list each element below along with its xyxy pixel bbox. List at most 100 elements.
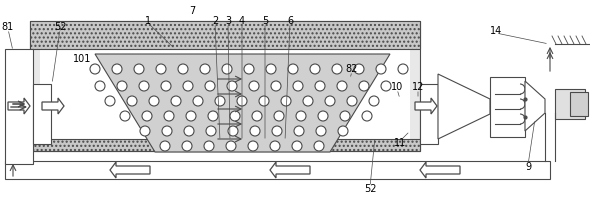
Circle shape (332, 64, 342, 74)
Circle shape (340, 111, 350, 121)
Circle shape (314, 141, 324, 151)
Circle shape (95, 81, 105, 91)
Circle shape (164, 111, 174, 121)
Circle shape (112, 64, 122, 74)
Bar (490, 77, 525, 137)
Circle shape (162, 126, 172, 136)
Circle shape (193, 96, 203, 106)
Circle shape (337, 81, 347, 91)
Text: 7: 7 (189, 6, 195, 16)
Circle shape (178, 64, 188, 74)
Text: 3: 3 (225, 16, 231, 26)
Polygon shape (110, 162, 150, 178)
Circle shape (205, 81, 215, 91)
Circle shape (359, 81, 369, 91)
Polygon shape (525, 81, 545, 131)
Circle shape (208, 111, 218, 121)
Circle shape (215, 96, 225, 106)
Bar (570, 92, 588, 116)
Bar (30, 139, 420, 151)
Text: 10: 10 (391, 82, 403, 92)
Circle shape (117, 81, 127, 91)
Bar (30, 21, 420, 49)
Text: 6: 6 (287, 16, 293, 26)
Circle shape (271, 81, 281, 91)
Text: 82: 82 (346, 64, 358, 74)
Circle shape (369, 96, 379, 106)
Circle shape (347, 96, 357, 106)
Text: 2: 2 (212, 16, 218, 26)
Polygon shape (415, 98, 437, 114)
Circle shape (316, 126, 326, 136)
Circle shape (354, 64, 364, 74)
Circle shape (281, 96, 291, 106)
Text: 12: 12 (412, 82, 424, 92)
Circle shape (105, 96, 115, 106)
Text: 101: 101 (73, 54, 91, 64)
Bar (30, 21, 420, 151)
Circle shape (183, 81, 193, 91)
Circle shape (398, 64, 408, 74)
Circle shape (249, 81, 259, 91)
Circle shape (156, 64, 166, 74)
Circle shape (204, 141, 214, 151)
Bar (555, 89, 585, 119)
Circle shape (338, 126, 348, 136)
Bar (5, 49, 33, 164)
Text: 52: 52 (364, 184, 376, 194)
Text: 4: 4 (239, 16, 245, 26)
Circle shape (248, 141, 258, 151)
Circle shape (228, 126, 238, 136)
Bar (420, 84, 438, 144)
Bar (33, 84, 51, 144)
Bar (5, 161, 550, 179)
Polygon shape (42, 98, 64, 114)
Circle shape (294, 126, 304, 136)
Circle shape (252, 111, 262, 121)
Circle shape (250, 126, 260, 136)
Circle shape (293, 81, 303, 91)
Polygon shape (95, 54, 390, 152)
Circle shape (139, 81, 149, 91)
Text: 9: 9 (525, 162, 531, 172)
Circle shape (134, 64, 144, 74)
Text: 1: 1 (145, 16, 151, 26)
Polygon shape (438, 74, 490, 139)
Polygon shape (420, 162, 460, 178)
Text: 11: 11 (394, 138, 406, 148)
Circle shape (120, 111, 130, 121)
Circle shape (272, 126, 282, 136)
Polygon shape (270, 162, 310, 178)
Circle shape (381, 81, 391, 91)
Circle shape (222, 64, 232, 74)
Text: 52: 52 (54, 22, 66, 32)
Circle shape (237, 96, 247, 106)
Circle shape (303, 96, 313, 106)
Circle shape (244, 64, 254, 74)
Circle shape (315, 81, 325, 91)
Circle shape (310, 64, 320, 74)
Polygon shape (8, 98, 30, 114)
Circle shape (259, 96, 269, 106)
Circle shape (184, 126, 194, 136)
Circle shape (90, 64, 100, 74)
Circle shape (200, 64, 210, 74)
Circle shape (140, 126, 150, 136)
Circle shape (292, 141, 302, 151)
Circle shape (127, 96, 137, 106)
Circle shape (186, 111, 196, 121)
Text: 5: 5 (262, 16, 268, 26)
Text: 81: 81 (2, 22, 14, 32)
Text: 14: 14 (490, 26, 502, 36)
Circle shape (230, 111, 240, 121)
Circle shape (160, 141, 170, 151)
Circle shape (206, 126, 216, 136)
Circle shape (325, 96, 335, 106)
Circle shape (318, 111, 328, 121)
Circle shape (362, 111, 372, 121)
Circle shape (182, 141, 192, 151)
Circle shape (226, 141, 236, 151)
Circle shape (161, 81, 171, 91)
Bar (40, 29, 410, 141)
Circle shape (270, 141, 280, 151)
